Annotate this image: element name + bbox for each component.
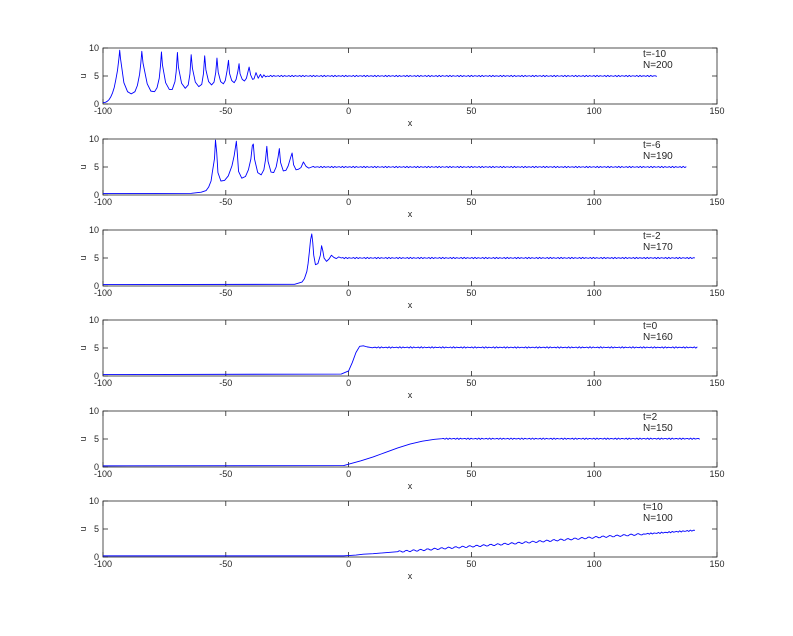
annotation-text: N=150: [643, 423, 673, 434]
y-tick-label: 10: [89, 406, 99, 416]
series-line-1: [102, 437, 701, 467]
x-tick-label: 100: [587, 288, 602, 298]
subplot-6: -100 -50 0 50 100 150 0 5 10 x u t=10N=100: [78, 496, 725, 581]
y-axis-label: u: [78, 73, 88, 78]
x-tick-label: 100: [587, 378, 602, 388]
y-tick-label: 0: [94, 462, 99, 472]
x-tick-label: 0: [346, 288, 351, 298]
series-line-1: [103, 529, 695, 557]
x-tick-label: 0: [346, 378, 351, 388]
series-line-1: [102, 139, 687, 195]
x-tick-label: 150: [709, 106, 724, 116]
y-tick-label: 10: [89, 225, 99, 235]
annotation-text: t=0: [643, 321, 658, 332]
subplot-3: -100 -50 0 50 100 150 0 5 10 x u t=-2N=170: [78, 225, 725, 310]
x-tick-label: 50: [466, 378, 476, 388]
x-tick-label: 100: [587, 469, 602, 479]
x-tick-label: 0: [346, 469, 351, 479]
y-tick-label: 0: [94, 281, 99, 291]
subplot-4: -100 -50 0 50 100 150 0 5 10 x u t=0N=160: [78, 315, 725, 400]
x-tick-label: -100: [94, 559, 112, 569]
annotation-text: t=10: [643, 502, 663, 513]
x-axis-label: x: [408, 390, 413, 400]
x-tick-label: 50: [466, 197, 476, 207]
x-tick-label: -100: [94, 378, 112, 388]
x-tick-label: 50: [466, 106, 476, 116]
x-tick-label: -100: [94, 197, 112, 207]
x-tick-label: -50: [219, 469, 232, 479]
x-tick-label: 150: [709, 559, 724, 569]
x-tick-label: 0: [346, 106, 351, 116]
annotation-text: N=200: [643, 60, 673, 71]
annotation-text: N=190: [643, 151, 673, 162]
series-line-1: [102, 233, 695, 286]
x-tick-label: 150: [709, 197, 724, 207]
x-tick-label: 0: [346, 559, 351, 569]
x-tick-label: -50: [219, 106, 232, 116]
x-tick-label: -50: [219, 288, 232, 298]
x-tick-label: -50: [219, 559, 232, 569]
x-tick-label: -100: [94, 106, 112, 116]
y-tick-label: 10: [89, 43, 99, 53]
x-tick-label: 150: [709, 378, 724, 388]
x-tick-label: -100: [94, 288, 112, 298]
series-line-1: [102, 49, 657, 104]
subplot-1: -100 -50 0 50 100 150 0 5 10 x u t=-10N=200: [78, 43, 725, 128]
subplot-5: -100 -50 0 50 100 150 0 5 10 x u t=2N=150: [78, 406, 725, 491]
annotation-text: t=-2: [643, 231, 661, 242]
y-tick-label: 5: [94, 524, 99, 534]
annotation-text: t=2: [643, 412, 658, 423]
y-axis-label: u: [78, 526, 88, 531]
x-tick-label: 50: [466, 288, 476, 298]
x-axis-label: x: [408, 209, 413, 219]
y-tick-label: 0: [94, 190, 99, 200]
x-tick-label: -50: [219, 378, 232, 388]
y-tick-label: 0: [94, 371, 99, 381]
x-axis-label: x: [408, 300, 413, 310]
y-tick-label: 10: [89, 134, 99, 144]
y-axis-label: u: [78, 164, 88, 169]
y-tick-label: 5: [94, 71, 99, 81]
x-tick-label: -100: [94, 469, 112, 479]
annotation-text: t=-6: [643, 140, 661, 151]
y-axis-label: u: [78, 436, 88, 441]
subplot-2: -100 -50 0 50 100 150 0 5 10 x u t=-6N=190: [78, 134, 725, 219]
annotation-text: N=160: [643, 332, 673, 343]
series-line-1: [102, 345, 698, 376]
x-tick-label: 50: [466, 559, 476, 569]
y-tick-label: 5: [94, 343, 99, 353]
x-tick-label: 100: [587, 197, 602, 207]
x-tick-label: 100: [587, 559, 602, 569]
x-axis-label: x: [408, 571, 413, 581]
y-tick-label: 5: [94, 434, 99, 444]
annotation-text: N=170: [643, 242, 673, 253]
annotation-text: N=100: [643, 513, 673, 524]
x-tick-label: 150: [709, 288, 724, 298]
y-tick-label: 10: [89, 315, 99, 325]
x-tick-label: -50: [219, 197, 232, 207]
x-tick-label: 50: [466, 469, 476, 479]
y-tick-label: 0: [94, 99, 99, 109]
y-tick-label: 5: [94, 162, 99, 172]
x-axis-label: x: [408, 481, 413, 491]
y-axis-label: u: [78, 345, 88, 350]
x-tick-label: 150: [709, 469, 724, 479]
x-tick-label: 100: [587, 106, 602, 116]
y-axis-label: u: [78, 255, 88, 260]
x-tick-label: 0: [346, 197, 351, 207]
y-tick-label: 10: [89, 496, 99, 506]
y-tick-label: 0: [94, 552, 99, 562]
annotation-text: t=-10: [643, 49, 667, 60]
x-axis-label: x: [408, 118, 413, 128]
y-tick-label: 5: [94, 253, 99, 263]
